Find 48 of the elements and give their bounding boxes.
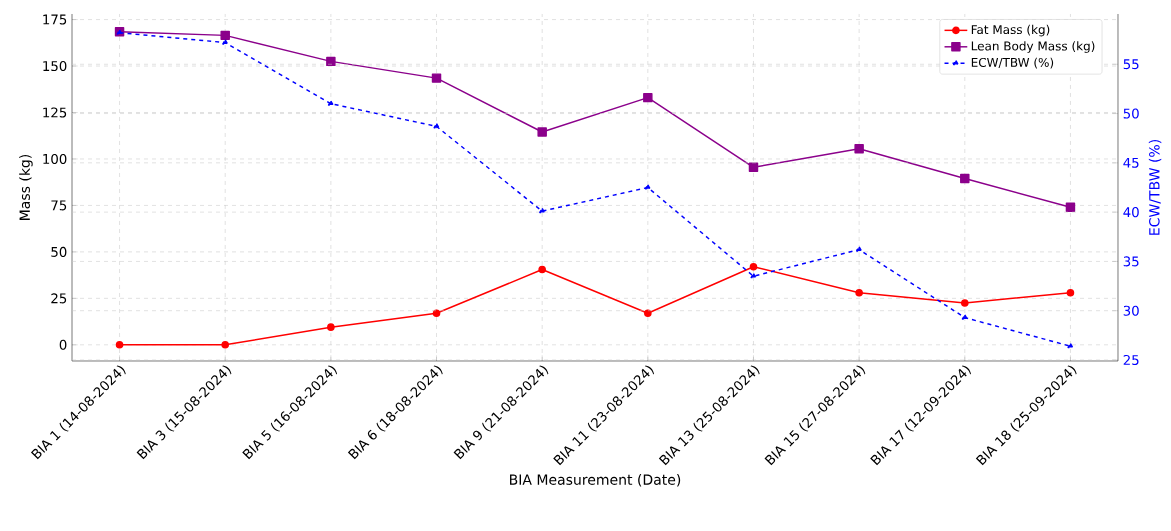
y-tick-label: 0 [59,339,67,350]
point [537,127,547,137]
y2-tick-label: 35 [1123,256,1139,267]
y-tick-label: 175 [43,14,67,25]
y2-tick-label: 45 [1123,157,1139,168]
y2-tick-label: 55 [1123,59,1139,70]
point [433,122,440,129]
point [748,162,759,173]
point [431,73,442,83]
y-axis-title: Mass (kg) [19,154,33,220]
y2-tick-label: 50 [1123,108,1139,119]
point [539,207,546,214]
point [749,262,758,271]
y2-tick-label: 40 [1123,207,1139,218]
point [854,144,864,154]
point [222,39,229,45]
point [220,30,230,41]
point [327,100,334,106]
point [960,173,970,184]
y-tick-label: 25 [51,293,67,304]
point [326,56,336,67]
legend-label: ECW/TBW (%) [971,57,1054,69]
y2-axis-title: ECW/TBW (%) [1148,140,1162,235]
x-axis-title: BIA Measurement (Date) [510,474,681,487]
y-tick-label: 125 [43,107,67,118]
point [432,309,441,318]
point [644,309,652,318]
y2-tick-label: 25 [1123,354,1139,366]
y-tick-label: 75 [51,200,67,211]
y-tick-label: 50 [51,246,67,257]
point [855,288,863,297]
point [750,272,757,279]
point [643,92,653,103]
point [1067,342,1074,349]
point [856,246,863,252]
point [1066,288,1075,297]
legend-label: Lean Body Mass (kg) [971,41,1095,53]
y2-tick-label: 30 [1123,305,1139,316]
point [960,299,969,307]
point [644,184,651,190]
point [961,314,968,320]
point [115,341,124,349]
point [538,265,546,274]
legend-label: Fat Mass (kg) [971,24,1050,37]
y-tick-label: 100 [43,153,67,164]
point [221,341,230,349]
point [327,323,335,331]
y-tick-label: 150 [43,60,67,72]
